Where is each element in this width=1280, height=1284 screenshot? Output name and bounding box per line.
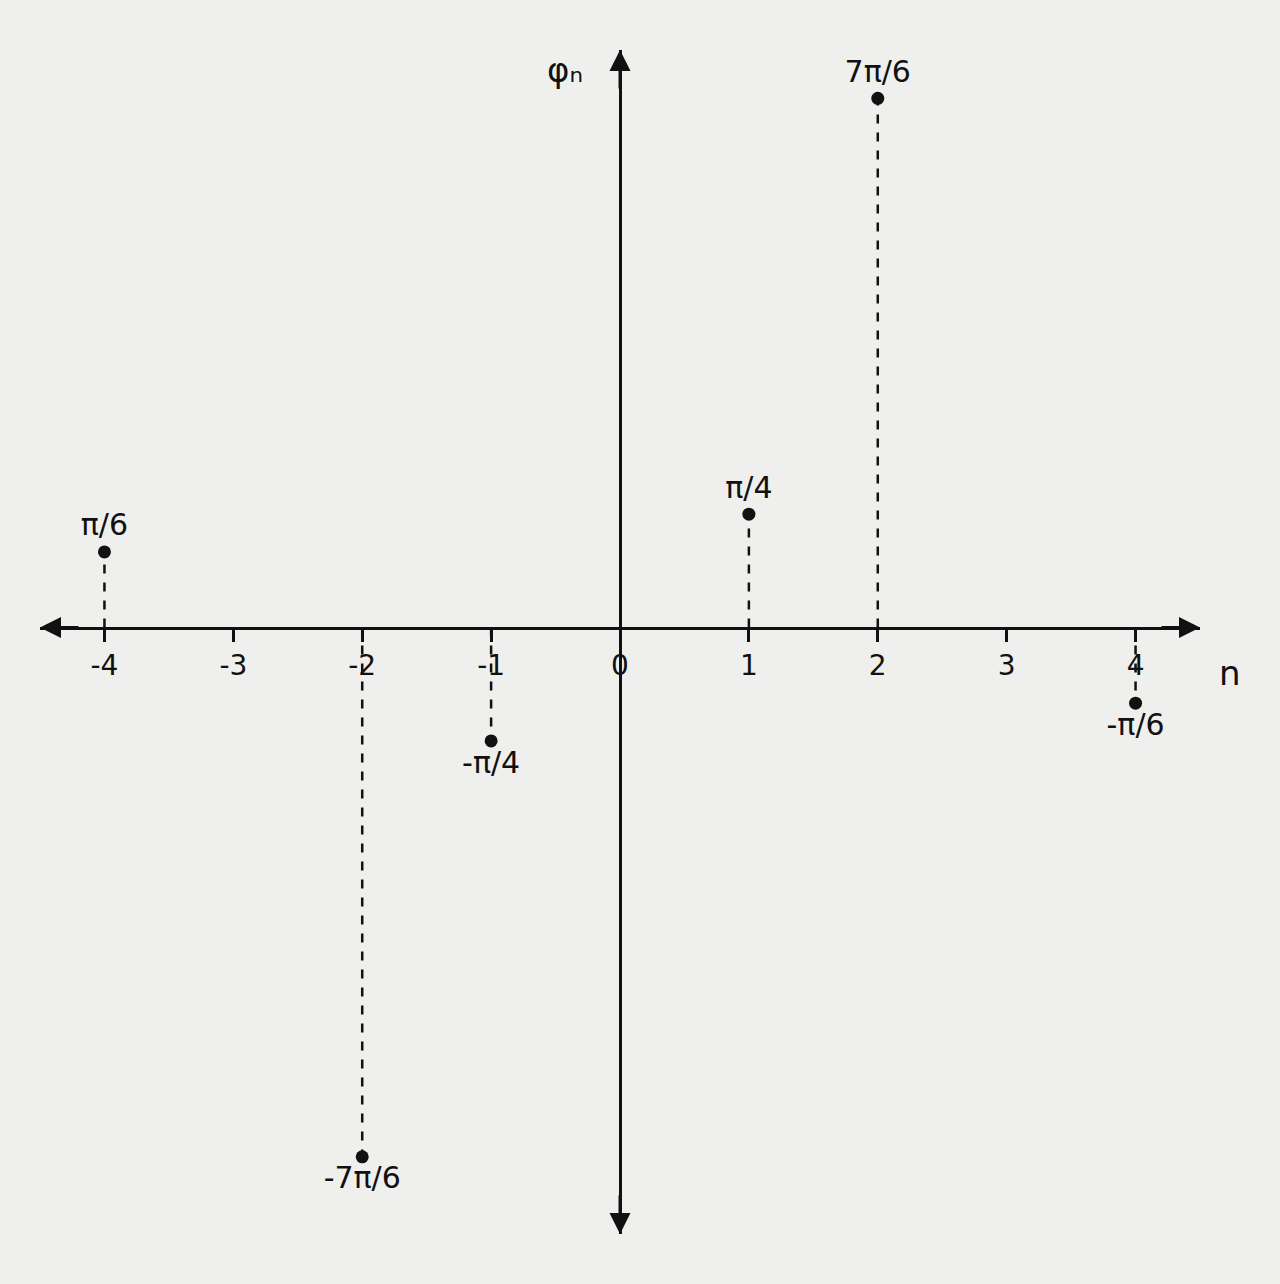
svg-text:0: 0	[611, 649, 629, 682]
svg-text:1: 1	[740, 649, 758, 682]
svg-text:-7π/6: -7π/6	[324, 1160, 401, 1195]
svg-text:-2: -2	[348, 649, 376, 682]
svg-text:3: 3	[998, 649, 1016, 682]
svg-text:-4: -4	[90, 649, 118, 682]
svg-text:π/6: π/6	[81, 507, 128, 542]
svg-text:4: 4	[1127, 649, 1145, 682]
svg-text:π/4: π/4	[725, 470, 772, 505]
svg-text:-π/6: -π/6	[1107, 707, 1165, 742]
svg-text:-1: -1	[477, 649, 505, 682]
svg-text:-π/4: -π/4	[462, 745, 520, 780]
svg-text:n: n	[1219, 653, 1241, 693]
svg-text:-3: -3	[219, 649, 247, 682]
svg-text:7π/6: 7π/6	[845, 54, 911, 89]
svg-text:2: 2	[869, 649, 887, 682]
svg-text:φₙ: φₙ	[547, 50, 583, 90]
